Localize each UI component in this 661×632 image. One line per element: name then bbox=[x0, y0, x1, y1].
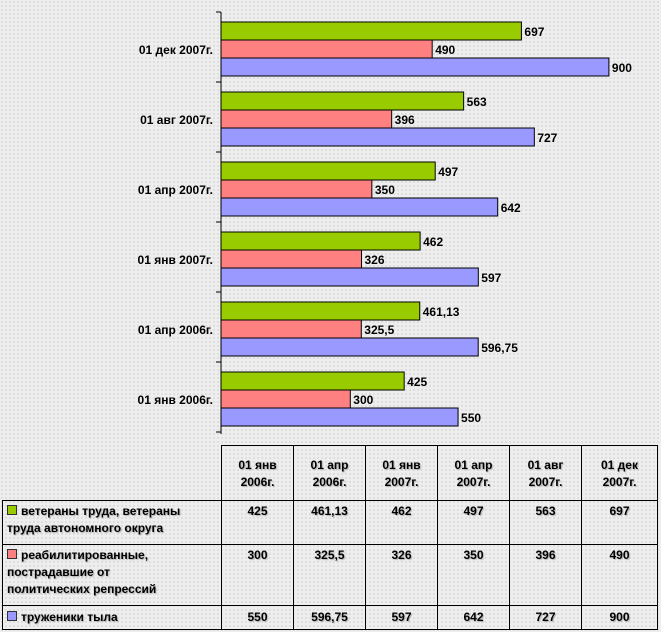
data-table: 01 янв 2006г. 01 апр 2006г. 01 янв 2007г. 0… bbox=[2, 444, 658, 631]
table-cell: 462 bbox=[365, 500, 438, 545]
table-header-cell: 01 янв 2007г. bbox=[365, 444, 438, 502]
table-cell: 350 bbox=[437, 543, 510, 606]
bar-rehabilitated bbox=[220, 179, 373, 199]
bar-rehabilitated bbox=[220, 249, 363, 269]
data-label: 396 bbox=[395, 113, 415, 127]
category-label: 01 янв 2006г. bbox=[138, 393, 213, 407]
data-label: 300 bbox=[353, 393, 373, 407]
category-label: 01 авг 2007г. bbox=[140, 113, 213, 127]
table-corner bbox=[2, 445, 222, 502]
data-label: 462 bbox=[423, 235, 443, 249]
data-label: 325,5 bbox=[364, 323, 394, 337]
data-label: 326 bbox=[365, 253, 385, 267]
category-label: 01 апр 2007г. bbox=[138, 183, 213, 197]
bar-veterans bbox=[220, 91, 465, 111]
legend-entry-veterans: ветераны труда, ветераны труда автономног… bbox=[2, 500, 222, 545]
table-row-rehabilitated: реабилитированные, пострадавшие от политич… bbox=[2, 543, 658, 606]
legend-key-blue bbox=[7, 610, 17, 621]
data-label: 550 bbox=[461, 411, 481, 425]
data-label: 497 bbox=[438, 165, 458, 179]
table-cell: 596,75 bbox=[293, 604, 366, 631]
table-row-veterans: ветераны труда, ветераны труда автономног… bbox=[2, 500, 658, 545]
category-label: 01 янв 2007г. bbox=[138, 253, 213, 267]
table-cell: 326 bbox=[365, 543, 438, 606]
data-label: 596,75 bbox=[481, 341, 518, 355]
table-header-cell: 01 апр 2007г. bbox=[437, 444, 510, 502]
table-header-row: 01 янв 2006г. 01 апр 2006г. 01 янв 2007г. 0… bbox=[2, 444, 658, 502]
data-label: 490 bbox=[435, 43, 455, 57]
category-label: 01 апр 2006г. bbox=[138, 323, 213, 337]
data-label: 597 bbox=[481, 271, 501, 285]
table-cell: 461,13 bbox=[293, 500, 366, 545]
bar-home-front bbox=[220, 267, 479, 287]
data-label: 350 bbox=[375, 183, 395, 197]
table-cell: 396 bbox=[509, 543, 582, 606]
table-cell: 727 bbox=[509, 604, 582, 631]
table-cell: 490 bbox=[581, 543, 658, 606]
bar-veterans bbox=[220, 161, 436, 181]
bar-home-front bbox=[220, 337, 479, 357]
bar-veterans bbox=[220, 301, 421, 321]
table-row-home-front: труженики тыла 550 596,75 597 642 727 90… bbox=[2, 604, 658, 631]
table-cell: 597 bbox=[365, 604, 438, 631]
bar-veterans bbox=[220, 21, 522, 41]
table-cell: 325,5 bbox=[293, 543, 366, 606]
data-label: 425 bbox=[407, 375, 427, 389]
table-cell: 900 bbox=[581, 604, 658, 631]
table-cell: 563 bbox=[509, 500, 582, 545]
legend-entry-home-front: труженики тыла bbox=[2, 604, 222, 631]
legend-key-green bbox=[7, 505, 17, 516]
data-label: 563 bbox=[467, 95, 487, 109]
bar-veterans bbox=[220, 231, 421, 251]
data-label: 697 bbox=[524, 25, 544, 39]
table-cell: 425 bbox=[221, 500, 294, 545]
table-header-cell: 01 янв 2006г. bbox=[221, 444, 294, 502]
bar-home-front bbox=[220, 57, 610, 77]
data-label: 642 bbox=[501, 201, 521, 215]
bar-rehabilitated bbox=[220, 109, 393, 129]
table-header-cell: 01 дек 2007г. bbox=[581, 444, 658, 502]
bar-home-front bbox=[220, 127, 535, 147]
table-cell: 497 bbox=[437, 500, 510, 545]
legend-entry-rehabilitated: реабилитированные, пострадавшие от политич… bbox=[2, 543, 222, 606]
table-header-cell: 01 авг 2007г. bbox=[509, 444, 582, 502]
table-cell: 300 bbox=[221, 543, 294, 606]
bar-rehabilitated bbox=[220, 389, 351, 409]
data-label: 461,13 bbox=[423, 305, 460, 319]
bar-rehabilitated bbox=[220, 319, 362, 339]
bar-chart: 425 300 550 461,13 325,5 596,75 462 326 597 497 35… bbox=[138, 11, 632, 434]
bar-home-front bbox=[220, 407, 459, 427]
bar-home-front bbox=[220, 197, 499, 217]
table-cell: 550 bbox=[221, 604, 294, 631]
table-cell: 697 bbox=[581, 500, 658, 545]
bar-rehabilitated bbox=[220, 39, 433, 59]
table-cell: 642 bbox=[437, 604, 510, 631]
bar-veterans bbox=[220, 371, 405, 391]
data-label: 900 bbox=[612, 61, 632, 75]
legend-key-red bbox=[7, 548, 17, 559]
data-label: 727 bbox=[537, 131, 557, 145]
category-label: 01 дек 2007г. bbox=[139, 43, 213, 57]
table-header-cell: 01 апр 2006г. bbox=[293, 444, 366, 502]
